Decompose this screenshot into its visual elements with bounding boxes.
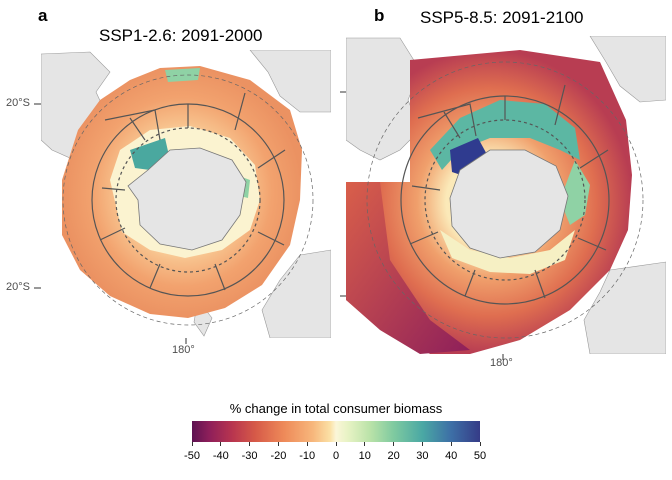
legend-tick-label: -20 bbox=[270, 450, 287, 462]
lon-label-b: 180° bbox=[490, 357, 513, 369]
colorbar bbox=[192, 421, 480, 442]
africa-land-b bbox=[589, 36, 666, 103]
antarctica-land-a bbox=[127, 147, 247, 251]
panel-b-title: SSP5-8.5: 2091-2100 bbox=[420, 8, 584, 27]
legend-tick-mark bbox=[306, 442, 308, 446]
lat-label-bottom-a: 20°S bbox=[6, 281, 30, 293]
legend-tick-mark bbox=[277, 442, 279, 446]
ocean-positive-green-b bbox=[560, 160, 590, 225]
legend-tick-mark bbox=[421, 442, 423, 446]
legend-tick-mark bbox=[191, 442, 193, 446]
panel-letter-a: a bbox=[38, 6, 48, 25]
legend-tick-label: 40 bbox=[445, 450, 458, 462]
lon-label-a: 180° bbox=[172, 344, 195, 356]
legend-tick-label: 0 bbox=[332, 450, 340, 462]
australia-land-a bbox=[261, 249, 331, 338]
legend-tick-label: -30 bbox=[241, 450, 258, 462]
antarctica-land-b bbox=[449, 149, 569, 259]
lat-label-top-a: 20°S bbox=[6, 97, 30, 109]
legend-tick-label: 30 bbox=[416, 450, 429, 462]
panel-a-title: SSP1-2.6: 2091-2000 bbox=[99, 26, 263, 45]
legend-tick-label: 10 bbox=[358, 450, 371, 462]
legend-tick-mark bbox=[364, 442, 366, 446]
legend-title: % change in total consumer biomass bbox=[229, 401, 443, 416]
legend-tick-label: -40 bbox=[212, 450, 229, 462]
ocean-neutral-band-b bbox=[440, 230, 575, 274]
legend-tick-mark bbox=[393, 442, 395, 446]
legend-tick-label: -10 bbox=[299, 450, 316, 462]
legend-tick-label: 20 bbox=[387, 450, 400, 462]
legend-tick-mark bbox=[335, 442, 337, 446]
ccamlr-regions-a bbox=[91, 92, 286, 297]
legend-tick-mark bbox=[220, 442, 222, 446]
legend-tick-mark bbox=[249, 442, 251, 446]
australia-land-b bbox=[583, 261, 666, 354]
legend-tick-mark bbox=[479, 442, 481, 446]
ocean-deep-edge-b bbox=[346, 182, 470, 354]
south-america-land-b bbox=[346, 37, 421, 161]
legend-tick-label: -50 bbox=[184, 450, 200, 462]
panel-letter-b: b bbox=[374, 6, 385, 25]
legend-tick-label: 50 bbox=[473, 450, 487, 462]
africa-land-a bbox=[249, 50, 331, 113]
legend-tick-mark bbox=[450, 442, 452, 446]
ocean-positive-ring-b bbox=[430, 100, 580, 170]
ccamlr-regions-b bbox=[400, 84, 610, 305]
